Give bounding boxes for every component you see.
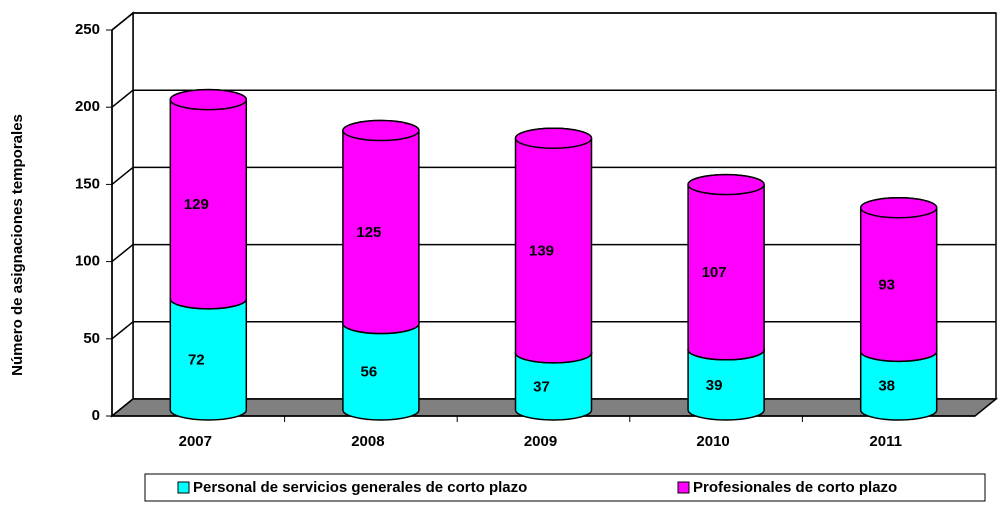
y-tick-label: 150 <box>75 175 100 192</box>
y-tick-label: 200 <box>75 98 100 115</box>
grid-line-side <box>111 321 134 340</box>
grid-line-side <box>111 244 134 263</box>
legend-label: Profesionales de corto plazo <box>693 479 897 496</box>
grid-line-side <box>111 89 134 108</box>
legend-swatch <box>177 481 190 494</box>
y-axis-title: Número de asignaciones temporales <box>9 114 26 376</box>
cylinder-segment <box>859 196 938 363</box>
y-tick-label: 0 <box>92 407 100 424</box>
grid-line-side <box>111 12 134 31</box>
data-label: 129 <box>184 196 209 213</box>
grid-line-side <box>111 166 134 185</box>
cylinder-top <box>687 173 765 196</box>
cylinder-top <box>342 119 420 142</box>
x-tick-label: 2010 <box>696 433 729 450</box>
data-label: 107 <box>702 264 727 281</box>
legend-label: Personal de servicios generales de corto… <box>193 479 527 496</box>
y-tick-label: 250 <box>75 21 100 38</box>
x-tick-label: 2007 <box>179 433 212 450</box>
data-label: 39 <box>706 377 723 394</box>
cylinder-top <box>514 127 593 150</box>
legend-box <box>144 473 986 502</box>
y-tick-label: 100 <box>75 253 100 270</box>
cylinder-top <box>169 88 248 111</box>
data-label: 93 <box>878 277 895 294</box>
data-label: 37 <box>533 378 550 395</box>
x-tick-label: 2009 <box>524 433 557 450</box>
data-label: 125 <box>356 224 381 241</box>
side-wall <box>111 11 134 418</box>
cylinder-top <box>859 196 938 219</box>
data-label: 38 <box>878 378 895 395</box>
x-tick-label: 2011 <box>869 433 902 450</box>
data-label: 139 <box>529 243 554 260</box>
legend-swatch <box>677 481 690 494</box>
data-label: 72 <box>188 351 205 368</box>
data-label: 56 <box>361 364 378 381</box>
x-tick-label: 2008 <box>351 433 384 450</box>
y-tick-label: 50 <box>83 330 100 347</box>
